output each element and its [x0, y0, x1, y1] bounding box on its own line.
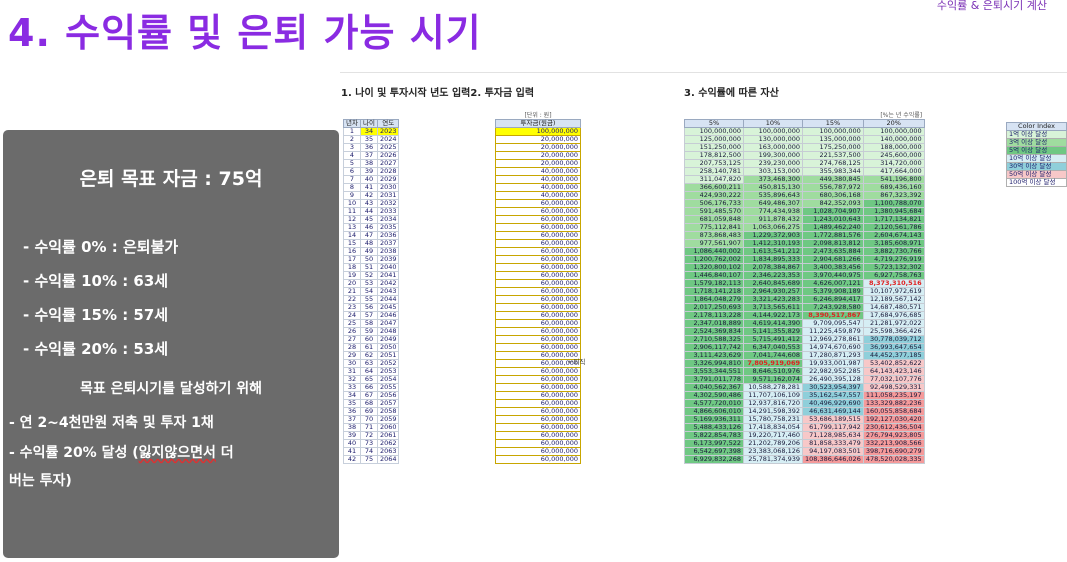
investment-table: [단위 : 원] 투자금(원금) 100,000,000 20,000,000 20…: [495, 112, 581, 464]
table-row: 873,868,483 1,229,372,903 1,772,881,576 2,6…: [684, 231, 925, 240]
table-cell: 60,000,000: [495, 455, 581, 464]
legend-row: 100억 이상 달성: [1006, 178, 1067, 187]
table-cell: 108,386,646,026: [802, 455, 864, 464]
table-row: 5,488,433,126 17,418,834,054 61,799,117,94…: [684, 423, 925, 432]
table-row: 13 46 2035: [343, 223, 400, 232]
strategy-bullet: - 연 2~4천만원 저축 및 투자 1채: [9, 415, 214, 431]
table-row: 100,000,000 100,000,000 100,000,000 100,000…: [684, 127, 925, 136]
age-year-table: 년차 나이 연도 1 34 2023 2 35 2024 3 36 2025 4 37 2026 5 38 20…: [343, 119, 400, 464]
bullet-text: - 수익률 20% 달성 (: [9, 445, 139, 461]
table-row: 311,047,820 373,468,300 449,380,845 541,196…: [684, 175, 925, 184]
table-cell: 42: [343, 455, 361, 464]
table-row: 3,326,994,810 7,805,919,069 19,933,001,987…: [684, 359, 925, 368]
rate-item: - 수익률 0% : 은퇴불가: [23, 238, 179, 256]
table-row: 1,320,800,102 2,078,384,867 3,400,383,456 5…: [684, 263, 925, 272]
table-row: 1,086,440,002 1,613,541,212 2,473,635,884 3…: [684, 247, 925, 256]
strategy-bullet: - 수익률 20% 달성 (잃지않으면서 더: [9, 442, 234, 462]
table-row: 40 73 2062: [343, 439, 400, 448]
strategy-heading: 목표 은퇴시기를 달성하기 위해: [79, 381, 263, 397]
table-row: 2,017,250,693 3,713,565,611 7,243,928,580 1…: [684, 303, 925, 312]
table-row: 1,718,141,218 2,964,930,257 5,379,908,189 1…: [684, 287, 925, 296]
table-cell: 478,520,028,335: [862, 455, 925, 464]
table-row: 2,347,018,889 4,619,414,390 9,709,095,547 2…: [684, 319, 925, 328]
unit-label: [%는 년 수익률]: [880, 112, 923, 119]
table-row: 2,178,113,228 4,144,922,173 8,390,517,867 1…: [684, 311, 925, 320]
rate-list: - 수익률 0% : 은퇴불가 - 수익률 10% : 63세 - 수익률 15…: [23, 230, 178, 366]
table-row: 151,250,000 163,000,000 175,250,000 188,000…: [684, 143, 925, 152]
table-row: 3,553,344,551 8,646,510,976 22,982,952,285…: [684, 367, 925, 376]
table-row: 2,906,117,742 6,347,040,553 14,974,670,690…: [684, 343, 925, 352]
table-row: 1,200,762,002 1,834,895,333 2,904,681,266 4…: [684, 255, 925, 264]
summary-panel: 은퇴 목표 자금 : 75억 - 수익률 0% : 은퇴불가 - 수익률 10%…: [3, 130, 339, 558]
color-index-legend: Color Index 1억 이상 달성 3억 이상 달성 5억 이상 달성 10억 …: [1006, 122, 1067, 187]
table-row: 506,176,733 649,486,307 842,352,093 1,100,7…: [684, 199, 925, 208]
table-row: 6 39 2028: [343, 167, 400, 176]
table-row: 1,446,840,107 2,346,223,353 3,970,440,975 6…: [684, 271, 925, 280]
table-cell: 2064: [376, 455, 400, 464]
retirement-goal: 은퇴 목표 자금 : 75억: [79, 168, 263, 190]
table-row: 4,577,720,010 12,937,816,720 40,496,929,69…: [684, 399, 925, 408]
table-row: 3,791,011,778 9,571,162,074 26,490,395,128…: [684, 375, 925, 384]
table-row: 4,040,562,367 10,588,278,281 30,523,954,39…: [684, 383, 925, 392]
table-row: 6,929,832,268 25,781,374,939 108,386,646,0…: [684, 455, 925, 464]
bullet-text: 더: [215, 445, 234, 461]
table-row: 2,524,369,834 5,141,355,829 11,225,459,879…: [684, 327, 925, 336]
page-title: 4. 수익률 및 은퇴 가능 시기: [8, 11, 482, 55]
rate-item: - 수익률 20% : 53세: [23, 340, 169, 358]
table-row: 258,140,781 303,153,000 355,983,344 417,664…: [684, 167, 925, 176]
table-cell: 25,781,374,939: [743, 455, 803, 464]
table-row: 10 43 2032: [343, 199, 400, 208]
table-cell: 75: [359, 455, 378, 464]
table-row: 366,600,211 450,815,130 556,787,972 689,436…: [684, 183, 925, 192]
table-row: 4,866,606,010 14,291,598,392 46,631,469,14…: [684, 407, 925, 416]
top-right-caption: 수익률 & 은퇴시기 계산: [936, 0, 1047, 12]
misspelled-word: 잃지않으면서: [138, 445, 216, 461]
table-row: 775,112,841 1,063,066,275 1,489,462,240 2,1…: [684, 223, 925, 232]
section-1-2-heading: 1. 나이 및 투자시작 년도 입력2. 투자금 입력: [341, 88, 535, 99]
unit-label: [단위 : 원]: [524, 112, 552, 119]
divider: [340, 72, 1067, 73]
legend-item: 100억 이상 달성: [1006, 178, 1067, 187]
rate-item: - 수익률 10% : 63세: [23, 272, 169, 290]
table-row: 1,864,048,279 3,321,423,283 6,246,894,417 1…: [684, 295, 925, 304]
table-cell: 6,929,832,268: [684, 455, 744, 464]
asset-table: [%는 년 수익률] 5% 10% 15% 20% 100,000,000 100,00…: [684, 112, 925, 464]
table-row: 60,000,000: [495, 455, 581, 464]
table-row: 424,930,222 535,896,643 680,306,168 867,323…: [684, 191, 925, 200]
strategy-bullet: 버는 투자): [9, 473, 72, 489]
table-row: 32 65 2054: [343, 375, 400, 384]
table-row: 42 75 2064: [343, 455, 400, 464]
rate-item: - 수익률 15% : 57세: [23, 306, 169, 324]
table-row: 977,561,907 1,412,310,193 2,098,813,812 3,1…: [684, 239, 925, 248]
table-row: 5,169,936,311 15,780,758,231 53,686,189,51…: [684, 415, 925, 424]
retire-marker: ←퇴직: [568, 358, 586, 366]
section-3-heading: 3. 수익률에 따른 자산: [684, 88, 779, 99]
